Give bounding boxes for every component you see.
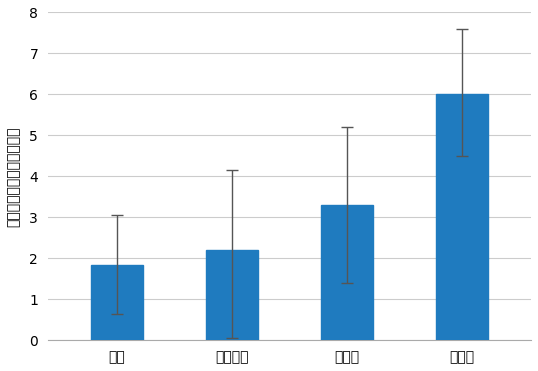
Y-axis label: 就労の平均処置効果（年）: 就労の平均処置効果（年） (7, 126, 21, 227)
Bar (91, 265, 143, 340)
Bar (206, 250, 258, 340)
Bar (436, 94, 488, 340)
Bar (321, 205, 373, 340)
